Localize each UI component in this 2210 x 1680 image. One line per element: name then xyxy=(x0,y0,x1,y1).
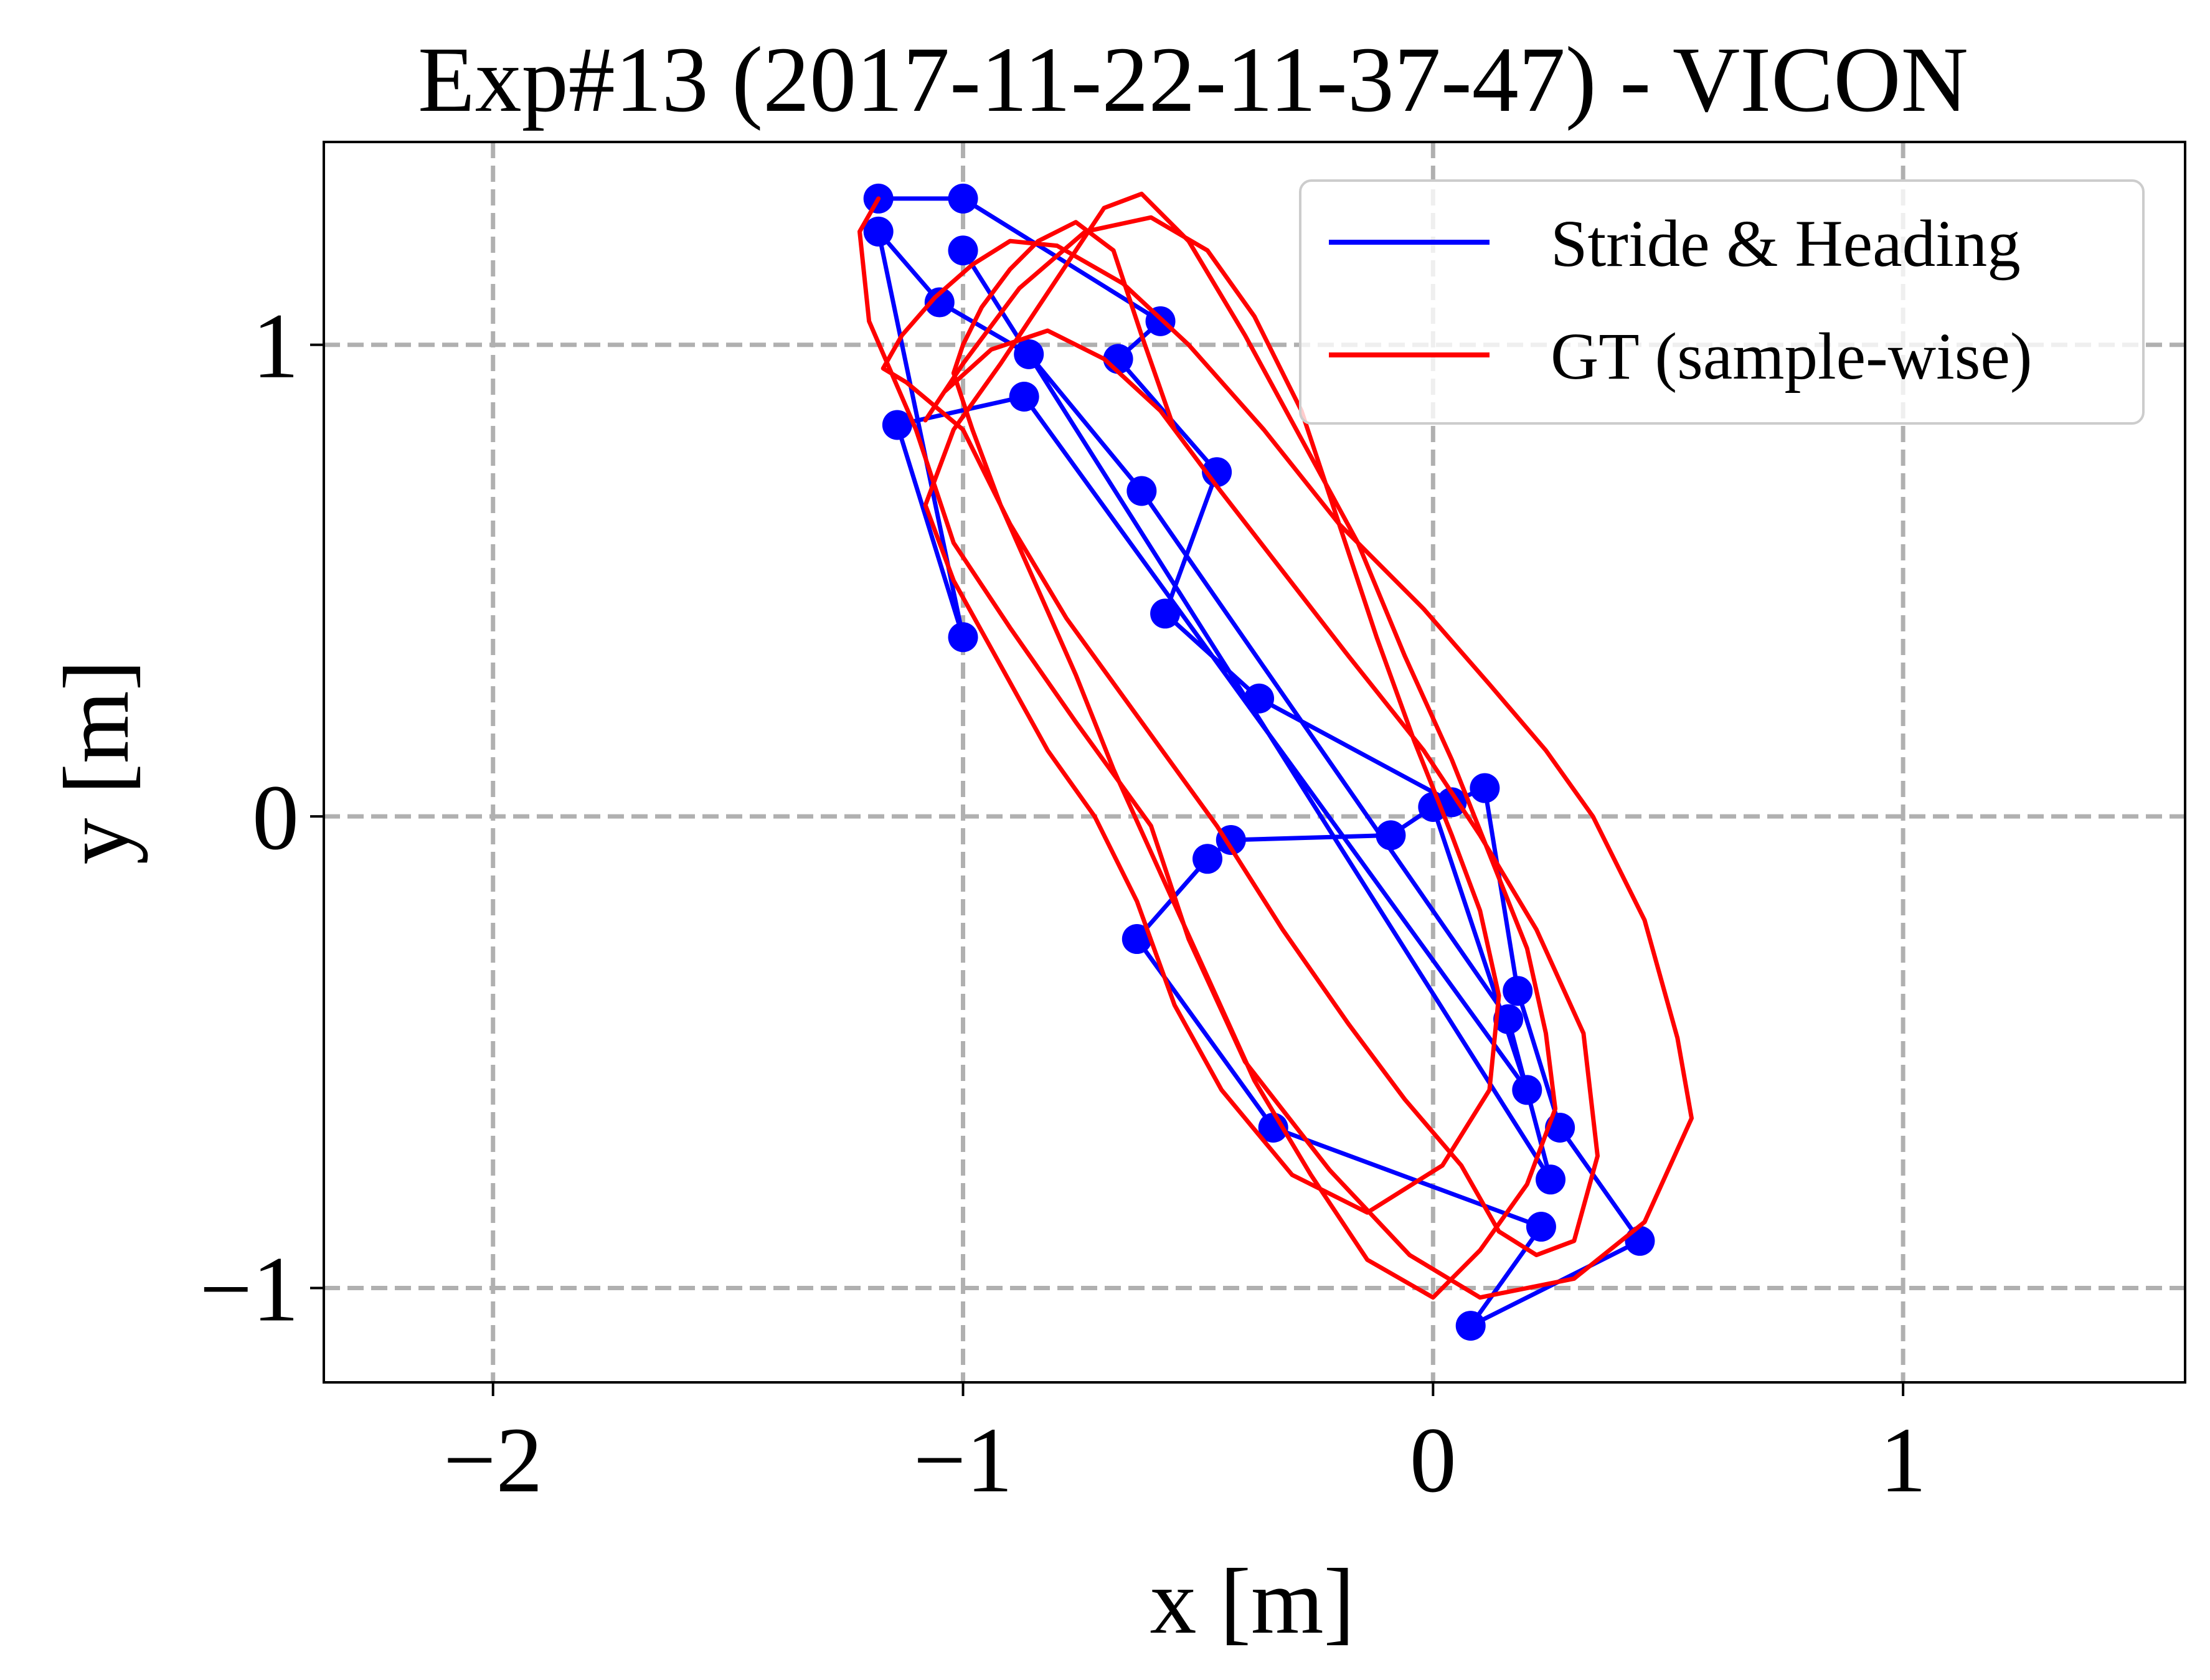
series-layer xyxy=(857,183,1694,1341)
series-point-0 xyxy=(1625,1225,1655,1256)
series-line-1 xyxy=(857,191,1694,1300)
series-point-0 xyxy=(948,235,978,266)
series-point-0 xyxy=(1503,976,1533,1006)
legend-label-gt: GT (sample-wise) xyxy=(1551,320,2033,394)
x-tick-label: −2 xyxy=(443,1409,543,1512)
series-point-0 xyxy=(1455,1311,1486,1341)
series-point-0 xyxy=(948,183,978,214)
series-0 xyxy=(863,183,1655,1341)
axis-ticks: −2 −1 0 1 −1 0 1 xyxy=(199,295,1926,1512)
series-point-0 xyxy=(1470,773,1500,803)
x-tick-label: −1 xyxy=(914,1409,1013,1512)
series-point-0 xyxy=(1122,924,1152,955)
series-point-0 xyxy=(882,410,912,440)
series-point-0 xyxy=(948,622,978,653)
series-point-0 xyxy=(1150,598,1181,629)
x-tick-label: 0 xyxy=(1410,1409,1457,1512)
plot-frame xyxy=(323,141,2186,1384)
series-point-0 xyxy=(1126,476,1157,506)
legend-box xyxy=(1299,179,2145,425)
series-point-0 xyxy=(1536,1164,1566,1195)
y-tick-label: 1 xyxy=(252,295,299,398)
series-1 xyxy=(857,191,1694,1300)
series-point-0 xyxy=(924,287,955,318)
x-axis-label: x [m] xyxy=(1150,1550,1354,1653)
legend-label-stride: Stride & Heading xyxy=(1551,207,2021,281)
series-point-0 xyxy=(1526,1212,1556,1242)
series-point-0 xyxy=(1376,820,1406,851)
series-point-0 xyxy=(1244,683,1275,714)
series-point-0 xyxy=(863,216,894,247)
series-point-0 xyxy=(1512,1075,1542,1105)
series-point-0 xyxy=(1192,844,1223,874)
y-axis-label: y [m] xyxy=(45,659,148,864)
series-point-0 xyxy=(1009,382,1039,412)
y-tick-label: 0 xyxy=(252,766,299,869)
legend: Stride & Heading GT (sample-wise) xyxy=(1299,179,2145,425)
series-point-0 xyxy=(1493,1004,1524,1034)
x-tick-label: 1 xyxy=(1880,1409,1927,1512)
y-tick-label: −1 xyxy=(199,1238,299,1341)
chart-title: Exp#13 (2017-11-22-11-37-47) - VICON xyxy=(418,28,1968,131)
series-point-0 xyxy=(1418,791,1448,822)
series-point-0 xyxy=(1014,339,1044,369)
